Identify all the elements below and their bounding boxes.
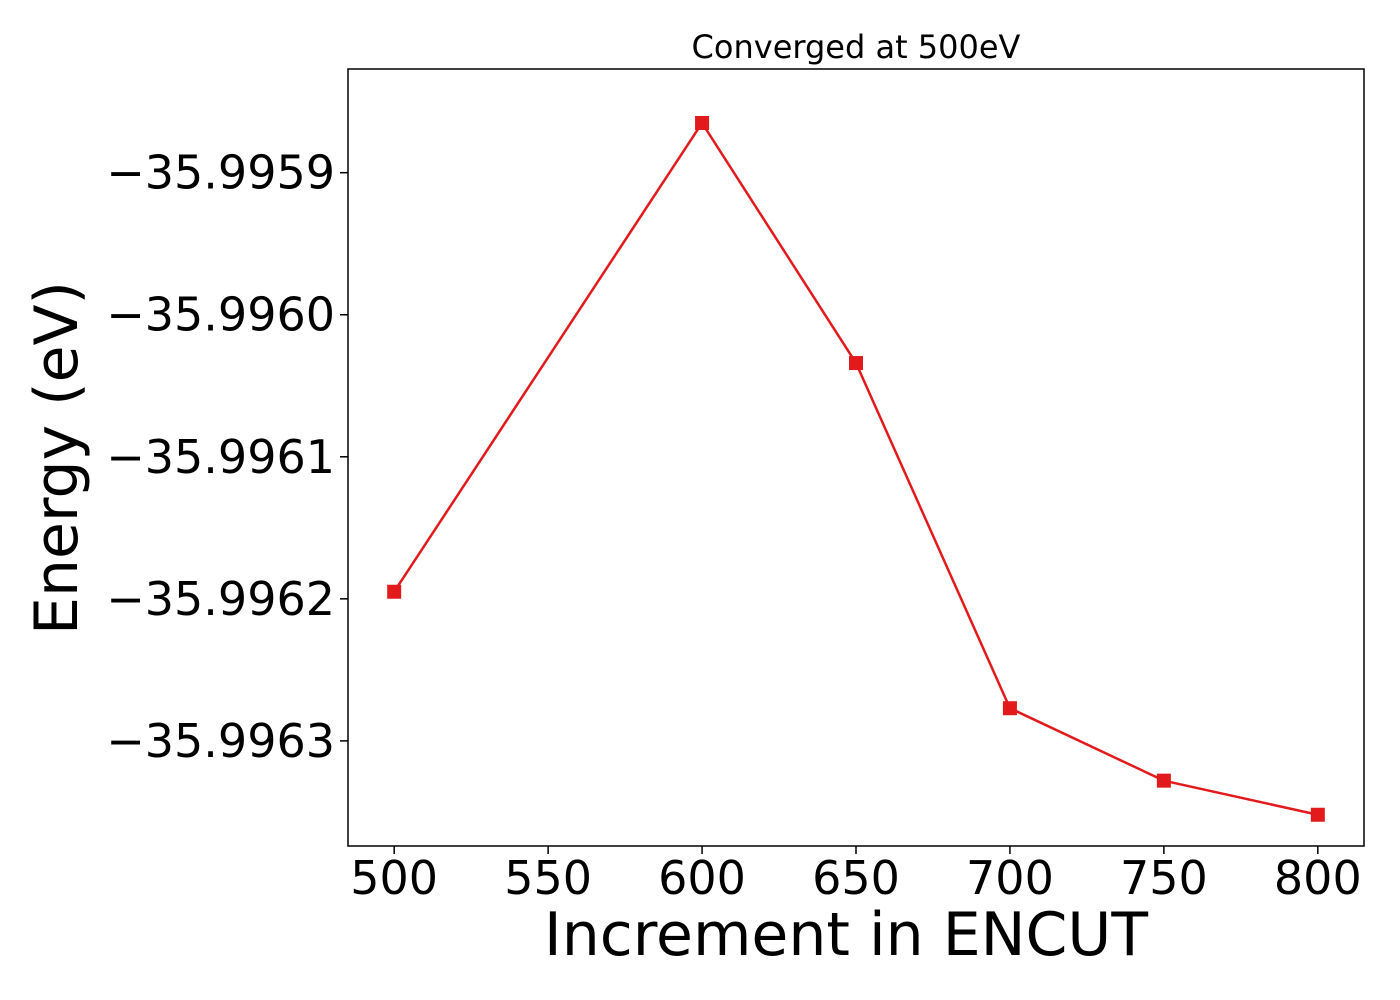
data-point-marker — [1002, 701, 1017, 716]
x-tick-label: 500 — [350, 851, 438, 905]
x-tick-label: 650 — [812, 851, 900, 905]
y-tick-label: −35.9962 — [106, 572, 335, 626]
x-tick-label: 700 — [966, 851, 1054, 905]
series-line — [393, 121, 1319, 816]
data-point-marker — [1156, 773, 1171, 788]
x-tick-label: 600 — [658, 851, 746, 905]
plot-area-frame — [347, 68, 1365, 847]
y-tick-label: −35.9960 — [106, 288, 335, 342]
x-axis-ticks: 500 550 600 650 700 750 800 — [350, 846, 1362, 905]
x-tick-label: 800 — [1274, 851, 1362, 905]
y-axis-label: Energy (eV) — [22, 281, 92, 635]
y-tick-label: −35.9963 — [106, 714, 335, 768]
series-layer — [387, 115, 1325, 822]
x-tick-label: 750 — [1120, 851, 1208, 905]
x-axis-label: Increment in ENCUT — [544, 900, 1148, 970]
y-tick-label: −35.9959 — [106, 146, 335, 200]
data-point-marker — [387, 584, 402, 599]
y-axis-ticks: −35.9959 −35.9960 −35.9961 −35.9962 −35.9963 — [106, 146, 348, 768]
data-point-marker — [1310, 807, 1325, 822]
chart-title: Converged at 500eV — [692, 28, 1021, 66]
data-point-marker — [849, 356, 863, 371]
y-tick-label: −35.9961 — [106, 430, 335, 484]
data-point-marker — [695, 115, 710, 130]
x-tick-label: 550 — [504, 851, 592, 905]
